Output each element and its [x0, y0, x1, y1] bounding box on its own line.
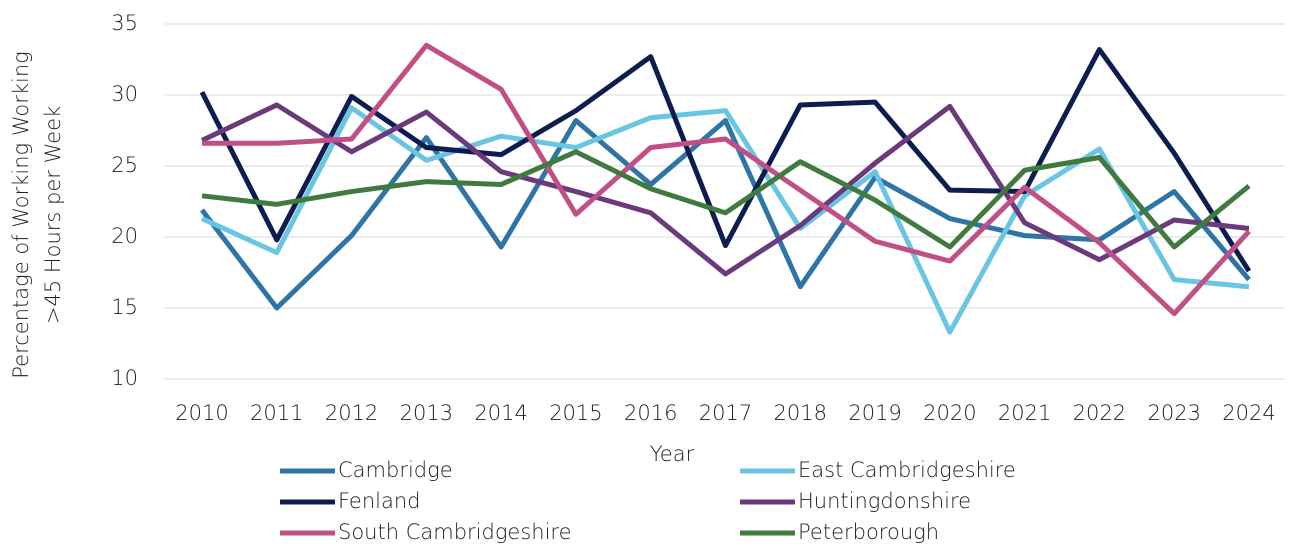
y-tick-label: 20 — [111, 224, 138, 248]
y-tick-label: 15 — [111, 295, 138, 319]
y-tick-label: 10 — [111, 366, 138, 390]
legend-label: East Cambridgeshire — [798, 458, 1016, 482]
series-line — [200, 118, 1251, 311]
x-tick-label: 2012 — [325, 401, 378, 425]
x-tick-label: 2017 — [699, 401, 752, 425]
x-tick-label: 2016 — [624, 401, 677, 425]
y-tick-label: 35 — [111, 11, 138, 35]
x-tick-label: 2015 — [549, 401, 602, 425]
x-tick-label: 2014 — [474, 401, 527, 425]
y-tick-label: 25 — [111, 153, 138, 177]
x-tick-label: 2023 — [1147, 401, 1200, 425]
series-line — [200, 105, 1250, 335]
y-tick-label: 30 — [111, 82, 138, 106]
legend-label: South Cambridgeshire — [338, 520, 572, 544]
series-line — [200, 102, 1250, 277]
legend-label: Huntingdonshire — [798, 489, 971, 513]
x-tick-label: 2013 — [400, 401, 453, 425]
legend-label: Cambridge — [338, 458, 453, 482]
x-tick-label: 2020 — [923, 401, 976, 425]
x-tick-label: 2011 — [250, 401, 303, 425]
x-tick-label: 2022 — [1073, 401, 1126, 425]
y-axis-label: Percentage of Working Working — [9, 51, 33, 379]
series-line — [201, 149, 1251, 250]
series-line — [202, 42, 1251, 317]
x-tick-label: 2018 — [774, 401, 827, 425]
y-axis-label: >45 Hours per Week — [41, 106, 65, 324]
legend-label: Fenland — [338, 489, 421, 513]
x-tick-label: 2019 — [848, 401, 901, 425]
x-axis-label: Year — [650, 442, 695, 466]
x-tick-label: 2024 — [1222, 401, 1275, 425]
series-line — [199, 47, 1252, 273]
x-tick-label: 2010 — [175, 401, 228, 425]
legend-label: Peterborough — [798, 520, 939, 544]
x-tick-label: 2021 — [998, 401, 1051, 425]
